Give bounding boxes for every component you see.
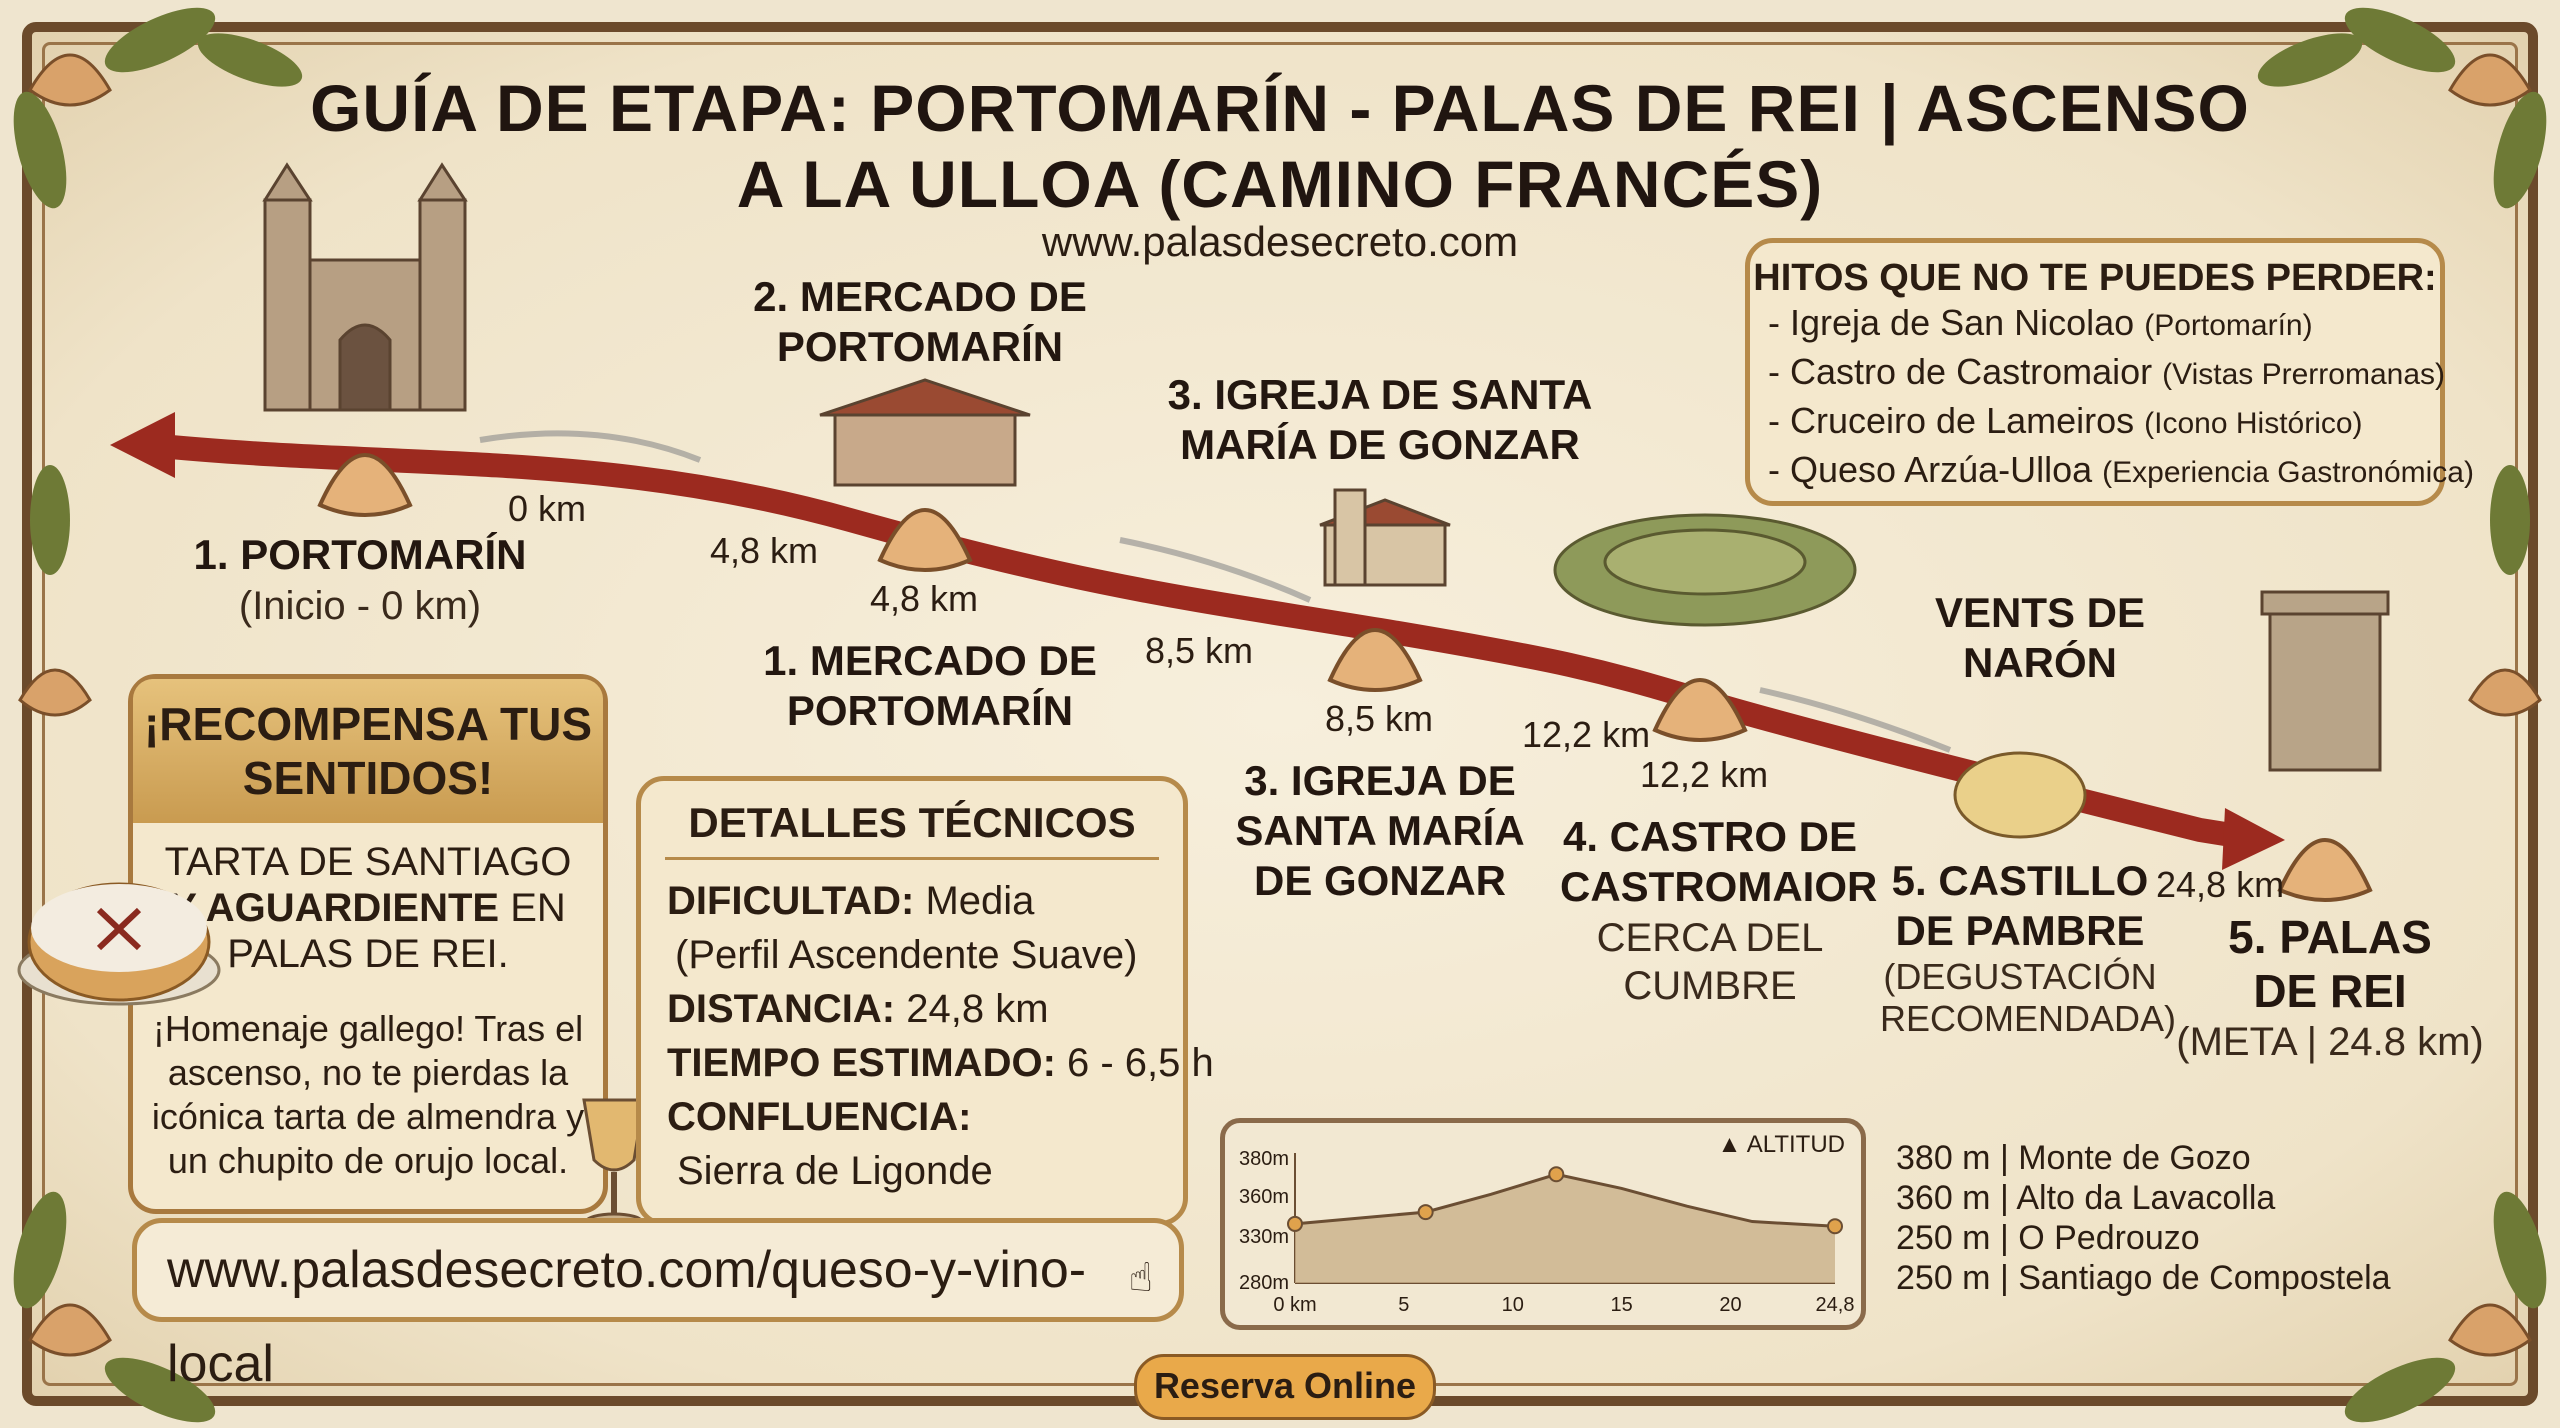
reward-body: ¡Homenaje gallego! Tras el ascenso, no t…: [151, 1008, 585, 1181]
km-label: 24,8 km: [2156, 864, 2285, 905]
shell-icon: [1327, 628, 1423, 692]
reward-title: ¡RECOMPENSA TUS SENTIDOS!: [133, 679, 603, 823]
km-label: 8,5 km: [1325, 698, 1434, 739]
reward-headline: TARTA DE SANTIAGO Y AGUARDIENTE EN PALAS…: [164, 840, 572, 976]
hito-item: - Castro de Castromaior (Vistas Prerroma…: [1768, 351, 2446, 392]
stop-6-sub: (META | 24.8 km): [2176, 1020, 2484, 1064]
altitude-title: ▲ ALTITUD: [1717, 1131, 1845, 1158]
market-icon: [819, 378, 1031, 487]
tech-title: DETALLES TÉCNICOS: [665, 799, 1159, 860]
website-url: www.palasdesecreto.com: [1041, 218, 1519, 265]
legend-item: 360 m | Alto da Lavacolla: [1896, 1179, 2276, 1217]
altitude-legend: 380 m | Monte de Gozo 360 m | Alto da La…: [1896, 1138, 2391, 1298]
stop-6-label: 5. PALAS DE REI: [2228, 911, 2432, 1017]
altitude-chart: 380m 360m 330m 280m 0 km 5 10 15 20 24,8 ▲ ALTITU…: [1220, 1118, 1866, 1330]
tech-list: DIFICULTAD: Media (Perfil Ascendente Sua…: [667, 879, 1214, 1193]
hito-item: - Igreja de San Nicolao (Portomarín): [1768, 302, 2313, 343]
shell-icon: [2277, 838, 2373, 902]
stop-5-top-label: VENTS DE NARÓN: [1934, 589, 2146, 686]
altitude-marker: [1287, 1215, 1303, 1232]
shell-icon: [877, 508, 973, 572]
x-tick-label: 10: [1502, 1294, 1524, 1316]
y-tick-label: 330m: [1239, 1226, 1289, 1248]
stop-2-bottom-label: 1. MERCADO DE PORTOMARÍN: [763, 637, 1097, 734]
hito-item: - Queso Arzúa-Ulloa (Experiencia Gastron…: [1768, 449, 2474, 490]
altitude-area: [1295, 1174, 1835, 1283]
shell-icon: [317, 453, 413, 517]
stop-5-sub: (DEGUSTACIÓN RECOMENDADA): [1880, 956, 2177, 1039]
legend-item: 250 m | Santiago de Compostela: [1896, 1259, 2391, 1297]
stop-2-top-label: 2. MERCADO DE PORTOMARÍN: [753, 273, 1087, 370]
x-tick-label: 15: [1610, 1294, 1632, 1316]
hitos-title: HITOS QUE NO TE PUEDES PERDER:: [1753, 257, 2437, 299]
x-tick-label: 20: [1719, 1294, 1741, 1316]
altitude-marker: [1827, 1218, 1843, 1235]
y-tick-label: 360m: [1239, 1186, 1289, 1208]
km-label: 4,8 km: [870, 578, 979, 619]
stop-5-label: 5. CASTILLO DE PAMBRE: [1891, 857, 2149, 954]
stop-4-label: 4. CASTRO DE CASTROMAIOR: [1560, 813, 1878, 910]
cheese-icon: [1953, 751, 2087, 839]
reserve-online-button[interactable]: Reserva Online: [1134, 1354, 1436, 1420]
castro-icon: [1553, 513, 1857, 627]
stop-4-sub: CERCA DEL CUMBRE: [1596, 916, 1824, 1008]
y-tick-label: 380m: [1239, 1148, 1289, 1170]
tower-icon: [2260, 590, 2390, 772]
km-label: 4,8 km: [710, 530, 819, 571]
tarta-icon: [17, 882, 221, 1006]
km-label: 12,2 km: [1640, 754, 1769, 795]
hitos-panel: HITOS QUE NO TE PUEDES PERDER: - Igreja …: [1745, 238, 2474, 506]
link-bar[interactable]: www.palasdesecreto.com/queso-y-vino-loca…: [132, 1218, 1184, 1393]
route-path: [138, 433, 2262, 850]
cathedral-icon: [262, 162, 468, 412]
chapel-icon: [1319, 488, 1451, 587]
shell-markers: [317, 453, 2373, 902]
x-tick-label: 24,8: [1816, 1294, 1855, 1316]
x-tick-label: 5: [1398, 1294, 1409, 1316]
km-label: 12,2 km: [1522, 714, 1651, 755]
legend-item: 380 m | Monte de Gozo: [1896, 1139, 2251, 1177]
stop-1-label: 1. PORTOMARÍN: [193, 531, 527, 578]
stop-3-top-label: 3. IGREJA DE SANTA MARÍA DE GONZAR: [1167, 371, 1593, 468]
mountain-icon: ▲: [1717, 1131, 1742, 1158]
shell-icon: [1652, 678, 1748, 742]
altitude-marker: [1417, 1204, 1434, 1221]
x-tick-label: 0 km: [1273, 1294, 1316, 1316]
hito-item: - Cruceiro de Lameiros (Icono Histórico): [1768, 400, 2363, 441]
altitude-marker: [1548, 1166, 1565, 1183]
stop-3-bottom-label: 3. IGREJA DE SANTA MARÍA DE GONZAR: [1235, 757, 1525, 904]
hand-pointer-icon: ☝: [1128, 1256, 1153, 1300]
stop-1-sub: (Inicio - 0 km): [238, 584, 482, 628]
route-start-arrow: [110, 412, 175, 478]
legend-item: 250 m | O Pedrouzo: [1896, 1219, 2200, 1257]
route-end-arrow: [2222, 808, 2285, 870]
y-tick-label: 280m: [1239, 1272, 1289, 1294]
tech-panel: DETALLES TÉCNICOS DIFICULTAD: Media (Per…: [636, 776, 1214, 1226]
link-url[interactable]: www.palasdesecreto.com/queso-y-vino-loca…: [167, 1241, 1087, 1393]
km-label: 0 km: [508, 488, 587, 529]
page-title: GUÍA DE ETAPA: PORTOMARÍN - PALAS DE REI…: [310, 71, 2250, 221]
km-label: 8,5 km: [1145, 630, 1254, 671]
